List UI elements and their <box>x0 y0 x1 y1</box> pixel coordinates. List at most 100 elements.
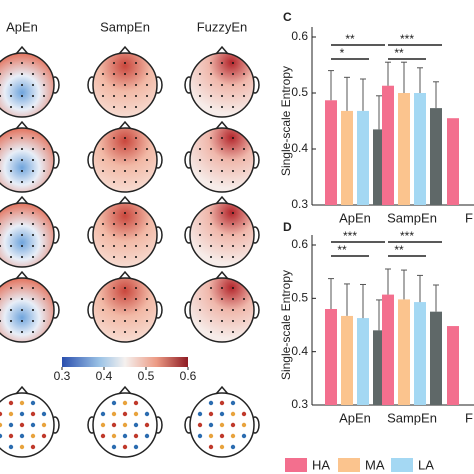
electrode <box>113 137 115 139</box>
electrode <box>230 422 236 428</box>
electrode <box>230 433 236 439</box>
y-axis-label: Single-scale Entropy <box>279 270 293 380</box>
electrode <box>102 234 104 236</box>
column-header: SampEn <box>100 19 150 34</box>
bar <box>430 311 442 405</box>
electrode <box>102 223 104 225</box>
electrode <box>30 444 36 450</box>
electrode <box>232 181 234 183</box>
electrode <box>124 245 126 247</box>
electrode <box>10 287 12 289</box>
electrode <box>8 411 14 417</box>
electrode <box>41 422 47 428</box>
bar <box>414 302 426 405</box>
electrode <box>230 400 236 406</box>
electrode <box>210 331 212 333</box>
electrode <box>21 298 23 300</box>
electrode <box>199 245 201 247</box>
electrode <box>10 309 12 311</box>
electrode <box>199 234 201 236</box>
electrode <box>111 433 117 439</box>
electrode <box>146 245 148 247</box>
nose <box>215 120 229 130</box>
electrode <box>0 309 1 311</box>
bar <box>325 100 337 205</box>
electrode <box>135 148 137 150</box>
electrode <box>0 433 3 439</box>
electrode <box>32 223 34 225</box>
nose <box>15 45 29 55</box>
y-tick-label: 0.3 <box>291 397 308 411</box>
electrode <box>144 422 150 428</box>
column-header: ApEn <box>6 19 38 34</box>
y-tick-label: 0.3 <box>291 197 308 211</box>
electrode <box>113 106 115 108</box>
electrode <box>43 245 45 247</box>
electrode <box>21 256 23 258</box>
electrode <box>0 73 1 75</box>
electrode <box>32 106 34 108</box>
electrode <box>232 223 234 225</box>
electrode <box>30 422 36 428</box>
electrode <box>0 411 3 417</box>
electrode <box>41 433 47 439</box>
electrode <box>124 137 126 139</box>
electrode <box>21 170 23 172</box>
electrode <box>10 320 12 322</box>
electrode <box>221 287 223 289</box>
electrode <box>221 159 223 161</box>
electrode <box>32 62 34 64</box>
electrode <box>32 256 34 258</box>
electrode <box>21 62 23 64</box>
electrode <box>146 84 148 86</box>
bar <box>447 326 459 405</box>
electrode <box>243 73 245 75</box>
electrode <box>199 309 201 311</box>
electrode <box>100 422 106 428</box>
electrode <box>102 84 104 86</box>
electrode <box>243 159 245 161</box>
electrode <box>124 84 126 86</box>
electrode <box>0 320 1 322</box>
y-axis-label: Single-scale Entropy <box>279 66 293 176</box>
electrode <box>135 170 137 172</box>
electrode <box>102 73 104 75</box>
electrode <box>243 298 245 300</box>
electrode <box>232 95 234 97</box>
bar <box>357 318 369 405</box>
electrode <box>133 444 139 450</box>
electrode <box>210 106 212 108</box>
electrode <box>113 148 115 150</box>
electrode <box>219 422 225 428</box>
electrode <box>32 73 34 75</box>
electrode <box>232 309 234 311</box>
electrode <box>210 95 212 97</box>
electrode <box>199 73 201 75</box>
electrode <box>221 223 223 225</box>
nose <box>215 385 229 395</box>
electrode <box>210 84 212 86</box>
electrode <box>243 245 245 247</box>
panel-label: C <box>283 10 292 24</box>
electrode <box>210 212 212 214</box>
head <box>0 202 55 268</box>
electrode <box>124 309 126 311</box>
legend-swatch <box>391 458 413 472</box>
y-tick-label: 0.6 <box>291 29 308 43</box>
significance-label: ** <box>345 32 355 46</box>
electrode <box>221 62 223 64</box>
electrode <box>100 411 106 417</box>
electrode <box>113 287 115 289</box>
electrode <box>232 320 234 322</box>
electrode <box>146 159 148 161</box>
electrode <box>113 212 115 214</box>
y-tick-label: 0.4 <box>291 344 308 358</box>
electrode <box>133 400 139 406</box>
electrode <box>113 159 115 161</box>
electrode <box>21 181 23 183</box>
electrode <box>124 331 126 333</box>
electrode <box>135 84 137 86</box>
electrode <box>219 444 225 450</box>
nose <box>15 270 29 280</box>
bar <box>430 108 442 205</box>
